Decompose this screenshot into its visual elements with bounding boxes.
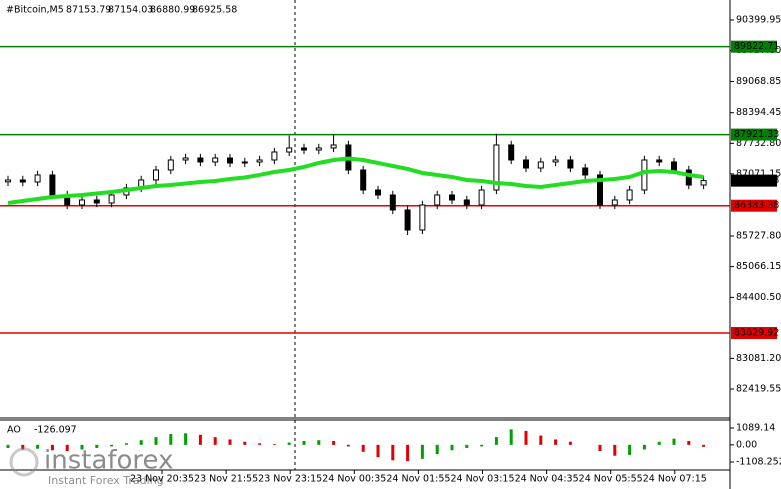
candle-body bbox=[19, 179, 26, 183]
y-tick-label: 82419.55 bbox=[736, 383, 781, 394]
candle-body bbox=[389, 194, 396, 211]
level-label: 89822.71 bbox=[734, 41, 779, 52]
candle-body bbox=[315, 147, 322, 151]
x-tick-label: 24 Nov 04:35 bbox=[515, 474, 579, 485]
candle-body bbox=[611, 199, 618, 206]
candle-body bbox=[212, 157, 219, 163]
candle-body bbox=[271, 151, 278, 161]
quote-value: 86880.99 bbox=[150, 5, 195, 16]
candle-body bbox=[49, 174, 56, 196]
level-label-bg bbox=[731, 40, 777, 53]
candle-body bbox=[493, 144, 500, 191]
candle-body bbox=[256, 159, 263, 163]
quote-value: 86925.58 bbox=[192, 5, 237, 16]
x-tick-label: 24 Nov 05:55 bbox=[579, 474, 643, 485]
level-label-bg bbox=[731, 199, 777, 212]
candle-body bbox=[508, 144, 515, 161]
candle-body bbox=[552, 159, 559, 163]
ao-tick-label: 0.00 bbox=[736, 439, 757, 450]
candle-body bbox=[626, 189, 633, 201]
x-tick-label: 24 Nov 07:15 bbox=[643, 474, 707, 485]
quote-value: 87153.79 bbox=[66, 5, 111, 16]
y-tick-label: 85727.80 bbox=[736, 231, 781, 242]
candle-body bbox=[463, 199, 470, 206]
candle-body bbox=[360, 169, 367, 191]
y-tick-label: 87071.15 bbox=[736, 168, 781, 179]
quote-value: 87154.03 bbox=[108, 5, 153, 16]
watermark: instaforex Instant Forex Trading bbox=[9, 446, 173, 487]
current-price: 86925.58 bbox=[734, 175, 779, 186]
y-tick-label: 90399.95 bbox=[736, 14, 781, 25]
candle-body bbox=[419, 204, 426, 231]
candle-body bbox=[241, 161, 248, 164]
x-tick-label: 23 Nov 23:15 bbox=[258, 474, 322, 485]
x-tick-label: 24 Nov 03:15 bbox=[450, 474, 514, 485]
y-tick-label: 83081.20 bbox=[736, 353, 781, 364]
x-tick-label: 24 Nov 01:55 bbox=[386, 474, 450, 485]
candle-body bbox=[449, 194, 455, 201]
candle-body bbox=[93, 199, 100, 204]
ao-tick-label: 1089.14 bbox=[736, 422, 775, 433]
candle-body bbox=[182, 157, 189, 161]
y-tick-label: 84400.50 bbox=[736, 292, 781, 303]
level-label: 86383.38 bbox=[734, 200, 779, 211]
candle-body bbox=[700, 180, 707, 186]
ao-tick-label: -1108.252 bbox=[736, 457, 781, 468]
candle-body bbox=[79, 199, 85, 206]
candle-body bbox=[641, 159, 648, 191]
ao-name: AO bbox=[7, 425, 21, 436]
moving-average bbox=[7, 156, 704, 205]
candle-body bbox=[227, 157, 233, 164]
candle-body bbox=[34, 174, 41, 183]
candle-body bbox=[404, 209, 411, 231]
ao-current: -126.097 bbox=[34, 425, 77, 436]
candle-body bbox=[108, 194, 115, 204]
candle-body bbox=[197, 157, 204, 163]
candle-body bbox=[478, 189, 485, 206]
candle-body bbox=[330, 144, 337, 149]
watermark-brand: instaforex bbox=[44, 446, 173, 476]
y-tick-label: 85066.15 bbox=[736, 261, 781, 272]
candle-body bbox=[671, 161, 677, 171]
y-tick-label: 87732.80 bbox=[736, 138, 781, 149]
level-label-bg bbox=[731, 327, 777, 340]
level-label-bg bbox=[731, 128, 777, 141]
candle-body bbox=[167, 159, 174, 171]
x-tick-label: 23 Nov 21:55 bbox=[194, 474, 258, 485]
chart-title: #Bitcoin,M5 bbox=[6, 5, 64, 16]
candle-body bbox=[286, 147, 293, 153]
level-label: 83629.92 bbox=[734, 328, 779, 339]
candle-body bbox=[523, 159, 529, 169]
candle-body bbox=[685, 169, 692, 186]
candle-body bbox=[434, 194, 441, 206]
y-tick-label: 88394.45 bbox=[736, 107, 781, 118]
candle-body bbox=[375, 189, 381, 196]
x-tick-label: 24 Nov 00:35 bbox=[322, 474, 386, 485]
level-label: 87921.33 bbox=[734, 129, 779, 140]
y-tick-label: 89068.85 bbox=[736, 76, 781, 87]
candle-body bbox=[153, 169, 159, 181]
candle-body bbox=[582, 167, 589, 176]
candle-body bbox=[5, 179, 11, 183]
watermark-logo bbox=[9, 447, 39, 477]
current-price-bg bbox=[731, 174, 777, 187]
candle-body bbox=[537, 161, 544, 169]
watermark-slogan: Instant Forex Trading bbox=[48, 474, 164, 487]
candle-body bbox=[597, 174, 603, 206]
candle-body bbox=[301, 147, 307, 151]
candle-body bbox=[567, 159, 574, 169]
candle-body bbox=[656, 159, 663, 163]
x-tick-label: 23 Nov 20:35 bbox=[130, 474, 194, 485]
